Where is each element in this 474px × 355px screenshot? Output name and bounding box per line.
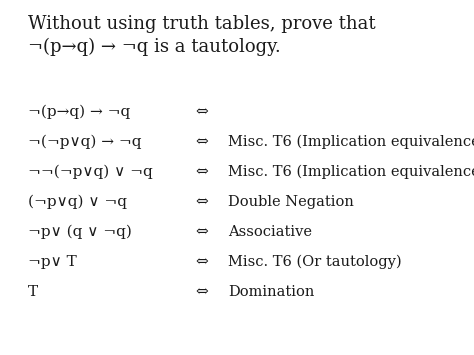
Text: ¬p∨ (q ∨ ¬q): ¬p∨ (q ∨ ¬q): [28, 225, 132, 239]
Text: ¬(p→q) → ¬q: ¬(p→q) → ¬q: [28, 105, 130, 119]
Text: ⇔: ⇔: [195, 285, 208, 299]
Text: ⇔: ⇔: [195, 225, 208, 239]
Text: Misc. T6 (Implication equivalence): Misc. T6 (Implication equivalence): [228, 165, 474, 179]
Text: ⇔: ⇔: [195, 255, 208, 269]
Text: ¬p∨ T: ¬p∨ T: [28, 255, 77, 269]
Text: ⇔: ⇔: [195, 135, 208, 149]
Text: ⇔: ⇔: [195, 105, 208, 119]
Text: ⇔: ⇔: [195, 165, 208, 179]
Text: Domination: Domination: [228, 285, 314, 299]
Text: T: T: [28, 285, 38, 299]
Text: ¬¬(¬p∨q) ∨ ¬q: ¬¬(¬p∨q) ∨ ¬q: [28, 165, 153, 179]
Text: Associative: Associative: [228, 225, 312, 239]
Text: Double Negation: Double Negation: [228, 195, 354, 209]
Text: Without using truth tables, prove that: Without using truth tables, prove that: [28, 15, 375, 33]
Text: ¬(¬p∨q) → ¬q: ¬(¬p∨q) → ¬q: [28, 135, 142, 149]
Text: Misc. T6 (Or tautology): Misc. T6 (Or tautology): [228, 255, 401, 269]
Text: Misc. T6 (Implication equivalence): Misc. T6 (Implication equivalence): [228, 135, 474, 149]
Text: ⇔: ⇔: [195, 195, 208, 209]
Text: ¬(p→q) → ¬q is a tautology.: ¬(p→q) → ¬q is a tautology.: [28, 38, 281, 56]
Text: (¬p∨q) ∨ ¬q: (¬p∨q) ∨ ¬q: [28, 195, 127, 209]
